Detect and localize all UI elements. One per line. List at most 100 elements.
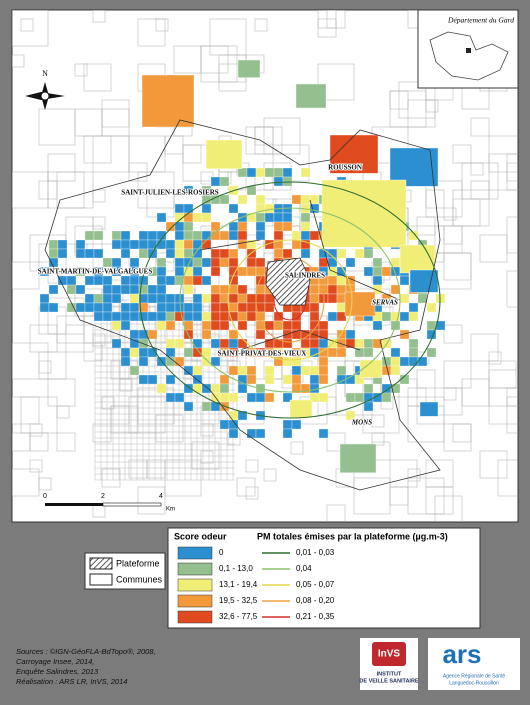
score-cell <box>75 284 86 295</box>
score-cell <box>318 248 329 259</box>
score-cell <box>246 392 257 403</box>
score-cell <box>174 203 185 214</box>
score-cell <box>183 239 194 250</box>
score-cell <box>192 212 203 223</box>
invs-line: DE VEILLE SANITAIRE <box>359 678 419 684</box>
score-cell <box>93 230 104 241</box>
score-cell <box>156 266 167 277</box>
score-cell <box>228 284 239 295</box>
score-cell <box>408 338 419 349</box>
grid-cell <box>371 414 385 428</box>
score-cell <box>237 266 248 277</box>
score-block <box>295 83 327 109</box>
score-cell <box>228 230 239 241</box>
score-cell <box>228 428 239 439</box>
score-cell <box>264 365 275 376</box>
score-cell <box>165 221 176 232</box>
score-cell <box>309 284 320 295</box>
score-cell <box>165 239 176 250</box>
score-swatch <box>177 546 213 560</box>
invs-badge <box>372 642 406 666</box>
score-cell <box>417 293 428 304</box>
score-cell <box>174 266 185 277</box>
score-cell <box>345 410 356 421</box>
score-cell <box>309 365 320 376</box>
score-cell <box>192 266 203 277</box>
score-cell <box>183 203 194 214</box>
scale-label: 0 <box>43 493 47 500</box>
grid-cell <box>101 108 130 137</box>
score-cell <box>147 311 158 322</box>
commune-label: SERVAS <box>372 299 398 307</box>
score-cell <box>147 329 158 340</box>
score-cell <box>39 302 50 313</box>
score-cell <box>156 302 167 313</box>
score-cell <box>201 212 212 223</box>
score-cell <box>102 284 113 295</box>
score-cell <box>219 419 230 430</box>
score-cell <box>300 365 311 376</box>
score-cell <box>183 311 194 322</box>
score-cell <box>120 248 131 259</box>
grid-cell <box>254 18 268 32</box>
score-cell <box>174 248 185 259</box>
score-cell <box>237 221 248 232</box>
commune-label: ROUSSON <box>328 164 362 172</box>
score-cell <box>399 356 410 367</box>
score-cell <box>291 230 302 241</box>
grid-cell <box>452 198 481 227</box>
score-cell <box>282 167 293 178</box>
inset-outline <box>429 31 509 81</box>
grid-cell <box>488 351 502 365</box>
score-cell <box>318 356 329 367</box>
score-cell <box>282 356 293 367</box>
score-cell <box>156 257 167 268</box>
score-cell <box>354 392 365 403</box>
score-cell <box>246 167 257 178</box>
score-cell <box>48 239 59 250</box>
score-cell <box>201 275 212 286</box>
source-line: Carroyage Insee, 2014, <box>16 657 94 666</box>
score-cell <box>210 284 221 295</box>
score-label: 0,1 - 13,0 <box>219 564 253 573</box>
score-cell <box>273 320 284 331</box>
score-cell <box>174 392 185 403</box>
grid-cell <box>191 441 220 470</box>
score-cell <box>93 302 104 313</box>
score-cell <box>156 383 167 394</box>
score-cell <box>363 248 374 259</box>
score-cell <box>57 239 68 250</box>
score-cell <box>399 275 410 286</box>
score-cell <box>219 230 230 241</box>
score-cell <box>165 248 176 259</box>
grid-cell <box>29 459 43 473</box>
score-cell <box>165 392 176 403</box>
invs-name: InVS <box>378 649 401 660</box>
score-cell <box>417 356 428 367</box>
pm-contour <box>139 181 441 419</box>
score-cell <box>39 266 50 277</box>
score-cell <box>255 230 266 241</box>
score-cell <box>264 293 275 304</box>
score-cell <box>120 356 131 367</box>
score-cell <box>138 239 149 250</box>
score-cell <box>183 302 194 313</box>
score-cell <box>237 311 248 322</box>
score-cell <box>165 311 176 322</box>
score-cell <box>264 167 275 178</box>
grid-cell <box>83 63 112 92</box>
score-cell <box>183 221 194 232</box>
score-cell <box>372 257 383 268</box>
score-cell <box>228 302 239 313</box>
score-cell <box>237 383 248 394</box>
score-cell <box>84 230 95 241</box>
score-cell <box>237 410 248 421</box>
score-cell <box>156 293 167 304</box>
score-cell <box>399 329 410 340</box>
grid-cell <box>83 342 103 362</box>
score-label: 32,6 - 77,5 <box>219 612 258 621</box>
score-cell <box>336 293 347 304</box>
score-cell <box>201 230 212 241</box>
score-cell <box>210 320 221 331</box>
score-cell <box>129 302 140 313</box>
